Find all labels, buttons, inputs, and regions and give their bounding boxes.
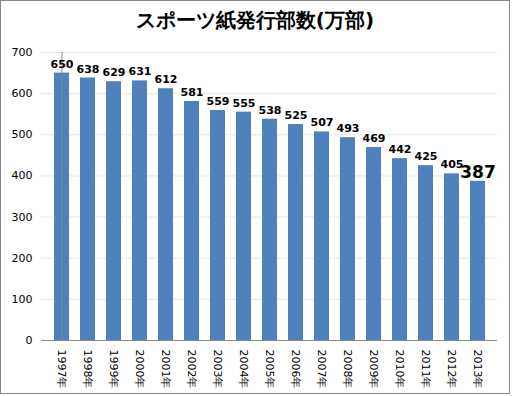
svg-text:525: 525	[285, 109, 308, 122]
svg-text:2001年: 2001年	[159, 350, 172, 389]
svg-text:700: 700	[12, 46, 33, 59]
svg-text:0: 0	[26, 334, 33, 347]
svg-text:2011年: 2011年	[419, 350, 432, 389]
svg-text:2010年: 2010年	[393, 350, 406, 389]
svg-text:2002年: 2002年	[185, 350, 198, 389]
svg-text:500: 500	[12, 128, 33, 141]
svg-text:2007年: 2007年	[315, 350, 328, 389]
svg-text:638: 638	[77, 63, 100, 76]
svg-text:555: 555	[233, 97, 256, 110]
svg-text:493: 493	[337, 122, 360, 135]
svg-text:1998年: 1998年	[81, 350, 94, 389]
svg-text:2009年: 2009年	[367, 350, 380, 389]
svg-text:581: 581	[181, 86, 204, 99]
svg-text:629: 629	[103, 66, 126, 79]
svg-text:100: 100	[12, 293, 33, 306]
svg-text:300: 300	[12, 211, 33, 224]
svg-text:507: 507	[311, 116, 334, 129]
svg-text:538: 538	[259, 104, 282, 117]
svg-text:200: 200	[12, 252, 33, 265]
svg-text:469: 469	[363, 132, 386, 145]
svg-text:2000年: 2000年	[133, 350, 146, 389]
svg-text:2008年: 2008年	[341, 350, 354, 389]
svg-text:1997年: 1997年	[55, 350, 68, 389]
svg-text:442: 442	[389, 143, 412, 156]
svg-text:400: 400	[12, 169, 33, 182]
svg-text:2013年: 2013年	[471, 350, 484, 389]
svg-text:2005年: 2005年	[263, 350, 276, 389]
svg-text:2004年: 2004年	[237, 350, 250, 389]
svg-text:387: 387	[460, 162, 496, 182]
svg-text:2012年: 2012年	[445, 350, 458, 389]
svg-text:612: 612	[155, 73, 178, 86]
svg-text:2006年: 2006年	[289, 350, 302, 389]
svg-text:1999年: 1999年	[107, 350, 120, 389]
svg-text:2003年: 2003年	[211, 350, 224, 389]
svg-text:600: 600	[12, 87, 33, 100]
svg-text:425: 425	[415, 150, 438, 163]
svg-text:559: 559	[207, 95, 230, 108]
html-text:スポーツ紙発行部数(万部): スポーツ紙発行部数(万部)	[135, 8, 375, 32]
svg-text:405: 405	[440, 158, 464, 172]
svg-text:650: 650	[51, 58, 74, 71]
svg-text:631: 631	[129, 65, 152, 78]
